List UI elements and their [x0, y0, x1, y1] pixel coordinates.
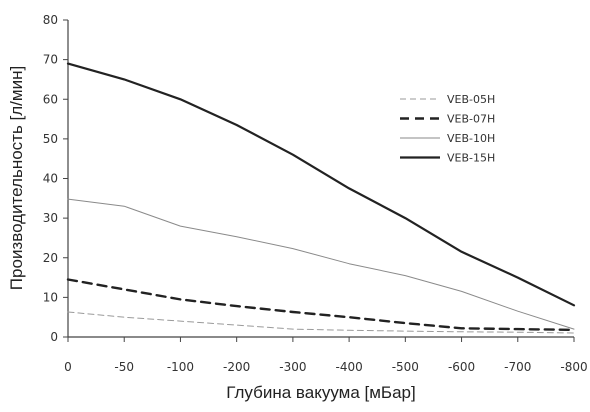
y-tick-label: 40 — [43, 172, 58, 186]
x-tick-label: -100 — [167, 360, 194, 374]
y-tick-label: 80 — [43, 13, 58, 27]
y-tick-label: 10 — [43, 290, 58, 304]
series-line-veb-07h — [66, 278, 576, 332]
y-tick-label: 30 — [43, 211, 58, 225]
plot-axes — [67, 20, 574, 338]
legend-label: VEB-15H — [447, 152, 495, 165]
x-tick-label: -800 — [560, 360, 587, 374]
y-ticks: 0 10 20 30 40 50 60 70 80 — [43, 13, 68, 344]
series-line-veb-15h — [66, 62, 576, 307]
x-tick-label: -400 — [335, 360, 362, 374]
legend-label: VEB-10H — [447, 132, 495, 145]
x-axis-title: Глубина вакуума [мБар] — [226, 383, 415, 402]
x-tick-label: -600 — [448, 360, 475, 374]
legend-label: VEB-05H — [447, 93, 495, 106]
x-tick-label: 0 — [64, 360, 72, 374]
legend: VEB-05H VEB-07H VEB-10H VEB-15H — [400, 93, 495, 165]
series-line-veb-05h — [67, 311, 575, 334]
series-line-veb-10h — [67, 198, 575, 330]
series-lines — [66, 62, 576, 334]
x-tick-label: -300 — [279, 360, 306, 374]
y-tick-label: 50 — [43, 132, 58, 146]
y-tick-label: 60 — [43, 92, 58, 106]
legend-label: VEB-07H — [447, 113, 495, 126]
x-tick-label: -500 — [392, 360, 419, 374]
x-tick-label: -200 — [223, 360, 250, 374]
x-ticks: 0 -50 -100 -200 -300 -400 -500 -600 -700 -800 — [64, 337, 588, 374]
y-tick-label: 70 — [43, 53, 58, 67]
x-tick-label: -700 — [504, 360, 531, 374]
y-axis-title: Производительность [л/мин] — [7, 66, 26, 290]
x-tick-label: -50 — [114, 360, 134, 374]
y-tick-label: 20 — [43, 251, 58, 265]
y-tick-label: 0 — [50, 330, 58, 344]
